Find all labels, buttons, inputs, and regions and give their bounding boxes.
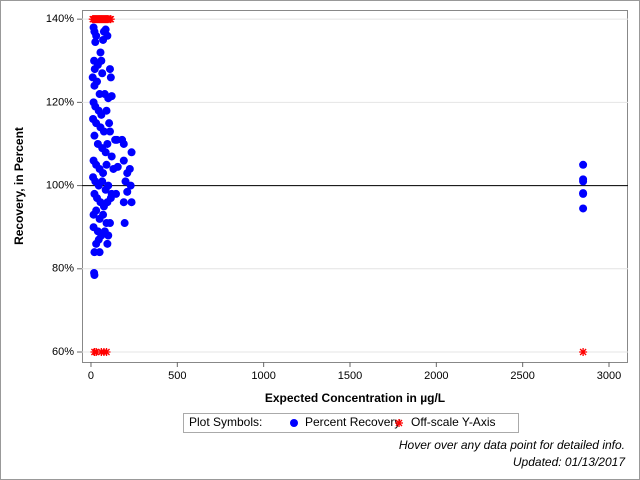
x-tick-label: 2500 (510, 370, 534, 382)
point (101, 25, 110, 34)
legend-label: Off-scale Y-Axis (411, 415, 495, 429)
x-tick-label: 500 (168, 370, 186, 382)
point (103, 139, 112, 148)
point (99, 210, 108, 219)
legend-title: Plot Symbols: (189, 415, 262, 429)
point (104, 231, 113, 240)
point (102, 160, 111, 169)
point (95, 248, 104, 257)
point (120, 219, 129, 228)
point (92, 31, 101, 40)
point (93, 77, 102, 86)
x-tick-label: 1000 (251, 370, 275, 382)
point (99, 35, 108, 44)
y-tick-label: 120% (46, 96, 74, 108)
point (127, 148, 136, 157)
point (106, 15, 115, 24)
point (90, 271, 99, 280)
point (106, 73, 115, 82)
point (118, 135, 127, 144)
point (98, 177, 107, 186)
x-tick-label: 2000 (424, 370, 448, 382)
point (579, 189, 588, 198)
point (102, 106, 111, 115)
point (119, 156, 128, 165)
point (113, 162, 122, 171)
x-axis-label: Expected Concentration in µg/L (265, 391, 445, 405)
point (103, 239, 112, 248)
point (104, 181, 113, 190)
point (105, 219, 114, 228)
legend (183, 413, 519, 433)
footnote: Updated: 01/13/2017 (513, 455, 626, 469)
point (94, 235, 103, 244)
point (92, 348, 101, 357)
y-tick-label: 100% (46, 179, 74, 191)
point (91, 38, 100, 47)
legend-symbol (395, 419, 403, 427)
y-tick-label: 60% (52, 346, 74, 358)
point (105, 127, 114, 136)
point (119, 198, 128, 207)
x-tick-label: 0 (88, 370, 94, 382)
point (579, 348, 588, 357)
y-tick-label: 140% (46, 13, 74, 25)
y-axis-label: Recovery, in Percent (12, 127, 26, 245)
point (101, 148, 110, 157)
point (579, 204, 588, 213)
point (102, 348, 111, 357)
point (96, 48, 105, 57)
point (106, 194, 115, 203)
point (107, 92, 116, 101)
point (92, 206, 101, 215)
x-tick-label: 1500 (338, 370, 362, 382)
point (97, 56, 106, 65)
point (123, 169, 132, 178)
point (579, 177, 588, 186)
point (98, 69, 107, 78)
point (105, 119, 114, 128)
point (90, 131, 99, 140)
point (107, 152, 116, 161)
point (99, 169, 108, 178)
x-tick-label: 3000 (597, 370, 621, 382)
legend-label: Percent Recovery (305, 415, 400, 429)
point (579, 160, 588, 169)
point (123, 187, 132, 196)
point (105, 65, 114, 74)
plot-area (82, 10, 628, 363)
point (99, 127, 108, 136)
point (127, 198, 136, 207)
point (126, 181, 135, 190)
legend-symbol (290, 419, 298, 427)
footnote: Hover over any data point for detailed i… (399, 438, 625, 452)
y-tick-label: 80% (52, 263, 74, 275)
